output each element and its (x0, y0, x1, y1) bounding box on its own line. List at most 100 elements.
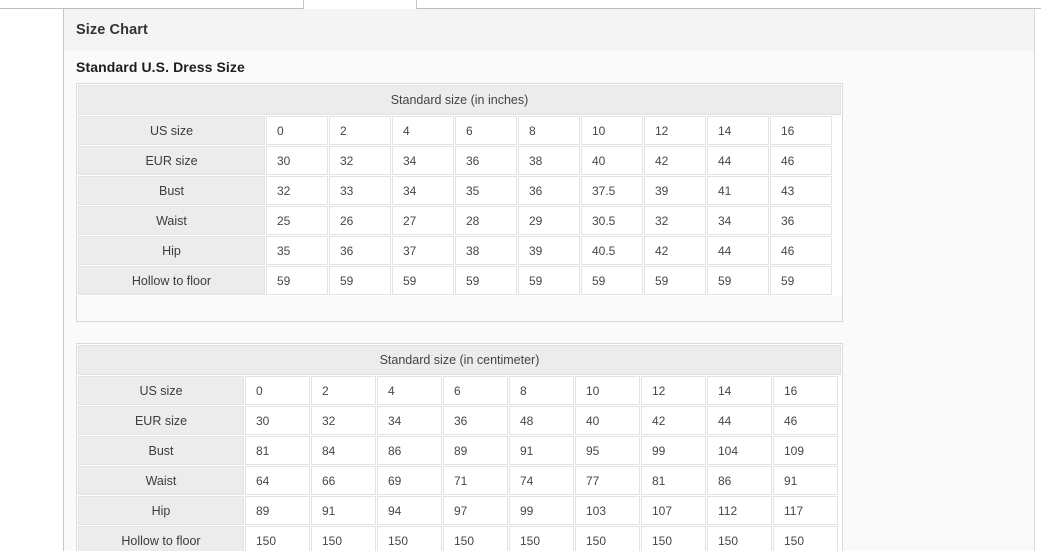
table-cell: 4 (392, 116, 454, 145)
row-header-cell: EUR size (78, 406, 244, 435)
table-cell: 39 (518, 236, 580, 265)
row-header-cell: Hip (78, 496, 244, 525)
table-row: Waist 25 26 27 28 29 30.5 32 34 36 (77, 206, 842, 236)
table-cell: 39 (644, 176, 706, 205)
table-cell: 150 (509, 526, 574, 551)
table-row: Hollow to floor 150 150 150 150 150 150 150 150 1… (77, 526, 842, 551)
table-cell: 29 (518, 206, 580, 235)
table-cell: 64 (245, 466, 310, 495)
table-cell: 91 (509, 436, 574, 465)
size-tables-container: Standard size (in inches) US size 0 2 4 6 8 10 1… (76, 83, 1022, 551)
table-cell: 89 (443, 436, 508, 465)
table-footer-spacer (77, 296, 842, 321)
table-cell: 14 (707, 376, 772, 405)
table-cell: 6 (455, 116, 517, 145)
table-cell: 44 (707, 236, 769, 265)
table-cell: 25 (266, 206, 328, 235)
table-row: Hollow to floor 59 59 59 59 59 59 59 59 59 (77, 266, 842, 296)
table-cell: 89 (245, 496, 310, 525)
table-cell: 59 (392, 266, 454, 295)
table-cell: 59 (707, 266, 769, 295)
table-cell: 16 (773, 376, 838, 405)
table-cell: 46 (770, 236, 832, 265)
table-row: Hip 89 91 94 97 99 103 107 112 117 (77, 496, 842, 526)
table-cell: 81 (641, 466, 706, 495)
table-cell: 150 (575, 526, 640, 551)
table-row: Bust 32 33 34 35 36 37.5 39 41 43 (77, 176, 842, 206)
browser-tab-strip (0, 0, 1041, 9)
table-cell: 37 (392, 236, 454, 265)
table-cell: 30.5 (581, 206, 643, 235)
table-cell: 8 (518, 116, 580, 145)
row-header-cell: Waist (78, 206, 265, 235)
tab-strip-underline (0, 8, 1041, 9)
table-cell: 86 (707, 466, 772, 495)
table-cell: 16 (770, 116, 832, 145)
table-cell: 150 (773, 526, 838, 551)
table-cell: 91 (311, 496, 376, 525)
table-row: US size 0 2 4 6 8 10 12 14 16 (77, 376, 842, 406)
table-cell: 33 (329, 176, 391, 205)
table-cell: 97 (443, 496, 508, 525)
table-cell: 48 (509, 406, 574, 435)
table-cell: 59 (644, 266, 706, 295)
table-cell: 30 (266, 146, 328, 175)
table-cell: 6 (443, 376, 508, 405)
panel-header: Size Chart (64, 9, 1034, 51)
section-subtitle: Standard U.S. Dress Size (76, 59, 245, 75)
table-cell: 42 (641, 406, 706, 435)
table-caption: Standard size (in centimeter) (78, 345, 841, 375)
table-cell: 94 (377, 496, 442, 525)
table-cell: 34 (377, 406, 442, 435)
table-cell: 44 (707, 406, 772, 435)
table-cell: 91 (773, 466, 838, 495)
table-cell: 32 (644, 206, 706, 235)
size-chart-panel: Size Chart Standard U.S. Dress Size Stan… (63, 9, 1035, 551)
table-cell: 81 (245, 436, 310, 465)
table-cell: 34 (392, 146, 454, 175)
table-cell: 36 (455, 146, 517, 175)
table-row: EUR size 30 32 34 36 38 40 42 44 46 (77, 146, 842, 176)
browser-tab-active[interactable] (303, 0, 417, 9)
table-cell: 32 (266, 176, 328, 205)
row-header-cell: Waist (78, 466, 244, 495)
table-cell: 150 (443, 526, 508, 551)
table-cell: 112 (707, 496, 772, 525)
table-cell: 99 (641, 436, 706, 465)
row-header-cell: EUR size (78, 146, 265, 175)
panel-body: Standard U.S. Dress Size Standard size (… (64, 59, 1034, 551)
table-row: US size 0 2 4 6 8 10 12 14 16 (77, 116, 842, 146)
table-cell: 59 (581, 266, 643, 295)
table-cell: 59 (770, 266, 832, 295)
row-header-cell: Hollow to floor (78, 526, 244, 551)
table-cell: 44 (707, 146, 769, 175)
table-gap (76, 322, 1022, 343)
table-cell: 30 (245, 406, 310, 435)
table-cell: 59 (329, 266, 391, 295)
table-row: Waist 64 66 69 71 74 77 81 86 91 (77, 466, 842, 496)
table-cell: 32 (329, 146, 391, 175)
table-cell: 37.5 (581, 176, 643, 205)
table-cell: 104 (707, 436, 772, 465)
table-cell: 38 (455, 236, 517, 265)
table-caption: Standard size (in inches) (78, 85, 841, 115)
table-cell: 10 (581, 116, 643, 145)
table-cell: 34 (392, 176, 454, 205)
table-cell: 8 (509, 376, 574, 405)
table-cell: 34 (707, 206, 769, 235)
table-cell: 46 (773, 406, 838, 435)
table-cell: 0 (266, 116, 328, 145)
table-cell: 12 (644, 116, 706, 145)
table-cell: 77 (575, 466, 640, 495)
size-table: Standard size (in centimeter) US size 0 2 4 6… (76, 343, 843, 551)
table-cell: 95 (575, 436, 640, 465)
table-cell: 0 (245, 376, 310, 405)
active-tab-underline-gap (304, 8, 415, 9)
row-header-cell: Bust (78, 176, 265, 205)
table-cell: 12 (641, 376, 706, 405)
table-cell: 42 (644, 236, 706, 265)
table-cell: 150 (377, 526, 442, 551)
table-cell: 42 (644, 146, 706, 175)
table-cell: 41 (707, 176, 769, 205)
table-row: Hip 35 36 37 38 39 40.5 42 44 46 (77, 236, 842, 266)
